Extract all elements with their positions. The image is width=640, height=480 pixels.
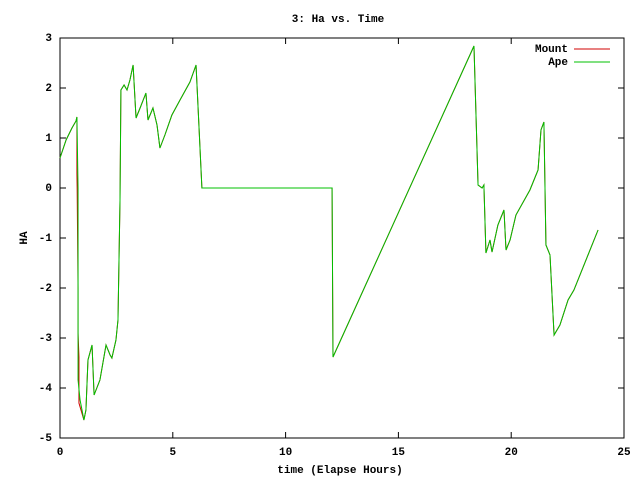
y-tick-label: 1 — [45, 133, 52, 145]
x-axis-label: time (Elapse Hours) — [277, 465, 402, 477]
y-tick-label: -5 — [39, 433, 53, 445]
x-tick-label: 15 — [392, 447, 406, 459]
x-tick-label: 10 — [279, 447, 292, 459]
y-tick-label: 3 — [45, 33, 52, 45]
chart-title: 3: Ha vs. Time — [292, 14, 385, 26]
x-tick-label: 20 — [505, 447, 518, 459]
y-tick-label: 0 — [45, 183, 52, 195]
legend-label: Mount — [535, 44, 568, 56]
y-tick-label: -2 — [39, 283, 52, 295]
series-line — [59, 45, 599, 421]
y-axis-label: HA — [19, 231, 31, 245]
x-tick-label: 5 — [169, 447, 176, 459]
y-tick-label: -1 — [39, 233, 53, 245]
x-tick-label: 0 — [57, 447, 64, 459]
y-tick-label: 2 — [45, 83, 52, 95]
y-tick-label: -3 — [39, 333, 53, 345]
y-tick-label: -4 — [39, 383, 53, 395]
legend-label: Ape — [548, 57, 568, 69]
x-tick-label: 25 — [617, 447, 631, 459]
plot-border — [59, 37, 625, 439]
series-line — [59, 45, 599, 421]
